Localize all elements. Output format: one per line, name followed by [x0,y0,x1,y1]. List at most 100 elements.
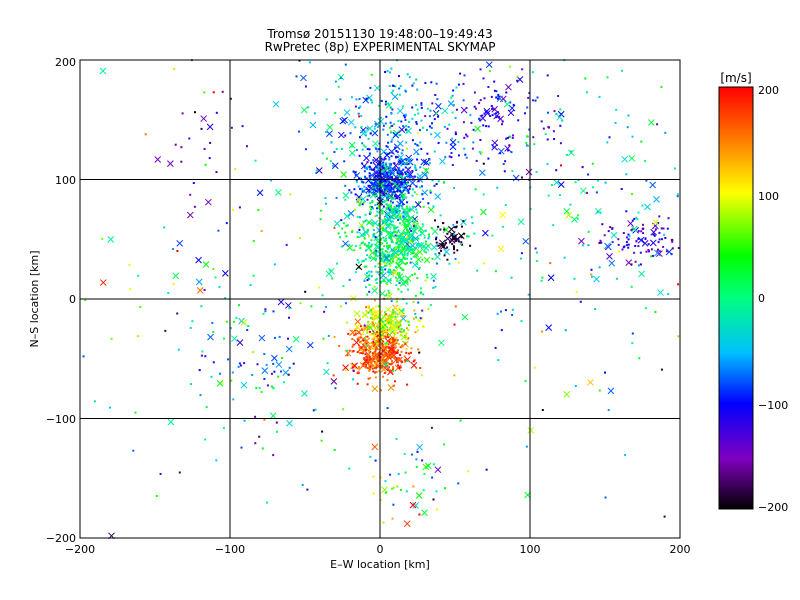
data-point-x [637,236,645,244]
data-point-dot [366,335,369,338]
data-point-dot [405,147,408,150]
data-point-dot [417,301,420,304]
data-point-dot [329,160,332,163]
data-point-dot [343,160,346,163]
data-point-dot [380,248,383,251]
data-point-dot [627,233,630,236]
data-point-dot [415,104,417,106]
data-point-dot [651,255,654,257]
data-point-dot [396,259,399,262]
data-point-x [396,140,404,147]
data-point-dot [529,207,532,210]
data-point-dot [455,86,458,89]
data-point-dot [390,180,393,183]
data-point-dot [414,225,417,228]
data-point-x [604,242,611,250]
data-point-dot [474,188,477,191]
data-point-dot [587,230,590,233]
data-point-dot [386,133,389,136]
data-point-dot [495,90,498,93]
data-point-dot [132,449,135,452]
data-point-dot [416,244,418,246]
data-point-dot [400,350,403,353]
data-point-dot [377,205,380,208]
data-point-dot [395,150,398,152]
data-point-dot [419,166,422,169]
data-point-x [649,181,657,189]
data-point-dot [390,204,393,207]
data-point-dot [385,152,388,155]
data-point-dot [217,229,220,232]
data-point-x [422,159,430,166]
data-point-dot [505,137,508,140]
data-point-dot [362,343,365,346]
data-point-x [355,196,363,204]
data-point-dot [292,362,295,365]
data-point-x [172,272,180,280]
data-point-dot [167,292,170,294]
data-point-dot [525,141,528,144]
data-point-dot [390,186,393,189]
data-point-dot [411,453,414,456]
data-point-dot [608,136,611,139]
data-point-dot [374,183,377,186]
data-point-dot [373,332,375,335]
data-point-x [396,107,404,115]
data-point-dot [361,181,364,184]
data-point-dot [454,258,457,260]
data-point-x [361,311,369,319]
data-point-x [397,257,404,265]
data-point-dot [397,186,400,189]
data-point-dot [577,179,580,182]
data-point-dot [462,121,465,124]
data-point-dot [391,345,393,348]
data-point-dot [199,394,202,397]
data-point-x [443,248,450,256]
data-point-dot [491,114,494,117]
data-point-dot [304,85,307,88]
data-point-dot [306,488,309,491]
data-point-dot [373,285,376,288]
data-point-dot [483,112,486,115]
data-point-dot [440,249,443,252]
data-point-dot [383,158,385,161]
data-point-dot [392,369,395,372]
data-point-dot [420,287,422,290]
data-point-dot [430,81,433,84]
data-point-x [330,378,338,385]
data-point-dot [190,383,192,386]
data-point-dot [354,271,357,274]
data-point-dot [212,330,215,333]
data-point-dot [453,246,455,249]
data-point-dot [410,226,413,229]
data-point-dot [397,214,399,217]
data-point-dot [390,255,393,258]
data-point-dot [355,328,357,331]
data-point-dot [364,175,366,178]
data-point-dot [574,385,577,387]
data-point-dot [401,253,404,256]
data-point-dot [399,175,402,178]
data-point-dot [493,89,496,92]
data-point-x [567,149,575,157]
data-point-dot [470,216,473,219]
data-point-dot [482,77,485,80]
data-point-dot [406,336,409,339]
data-point-x [512,174,520,182]
data-point-dot [312,409,315,412]
data-point-dot [405,124,408,127]
data-point-x [503,100,511,108]
data-point-dot [263,377,266,380]
data-point-dot [359,187,362,190]
data-point-dot [417,348,420,351]
data-point-dot [429,189,432,192]
data-point-dot [326,362,329,365]
data-point-dot [136,335,139,338]
data-point-dot [410,257,413,260]
data-point-dot [255,387,258,389]
data-point-dot [547,111,549,114]
data-point-dot [500,310,502,313]
data-point-dot [446,127,449,130]
data-point-dot [365,355,368,358]
data-point-dot [405,332,408,335]
